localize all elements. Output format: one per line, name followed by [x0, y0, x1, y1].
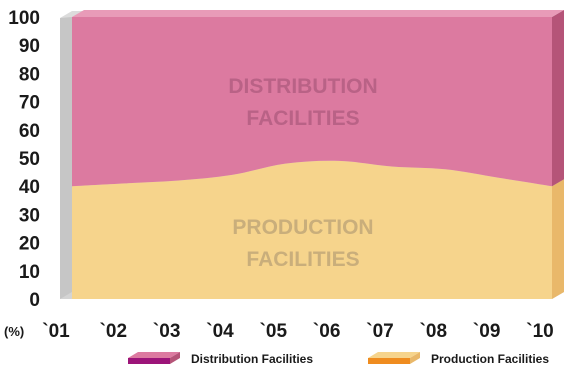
area-label-production-facilities: PRODUCTION [232, 216, 373, 239]
area-side-production-facilities [552, 179, 564, 299]
area-side-distribution-facilities [552, 10, 564, 187]
x-tick-label: `04 [206, 321, 234, 342]
y-tick-label: 10 [19, 262, 40, 283]
x-tick-label: `08 [420, 321, 447, 342]
legend-label-production-facilities: Production Facilities [431, 352, 549, 366]
y-tick-label: 100 [8, 8, 40, 29]
x-tick-label: `01 [42, 321, 70, 342]
legend-swatch-side-distribution-facilities [170, 352, 180, 364]
area-labels: PRODUCTION FACILITIES DISTRIBUTION FACILITI… [228, 75, 377, 271]
y-axis: 0 10 20 30 40 50 60 70 80 90 100 (%) [4, 8, 40, 339]
left-wall [60, 17, 72, 299]
y-tick-label: 0 [29, 290, 40, 311]
legend-swatch-side-production-facilities [410, 352, 420, 364]
x-tick-label: `10 [526, 321, 553, 342]
y-tick-label: 60 [19, 121, 40, 142]
y-tick-label: 30 [19, 205, 40, 226]
chart-areas [72, 10, 564, 299]
legend-label-distribution-facilities: Distribution Facilities [191, 352, 313, 366]
legend-swatch-top-distribution-facilities [128, 352, 180, 358]
x-tick-label: `07 [366, 321, 393, 342]
y-tick-label: 90 [19, 36, 40, 57]
x-tick-label: `03 [153, 321, 180, 342]
legend-swatch-distribution-facilities [128, 358, 170, 364]
y-unit-label: (%) [4, 324, 24, 339]
y-tick-label: 70 [19, 93, 40, 114]
x-axis: `01 `02 `03 `04 `05 `06 `07 `08 `09 `10 [42, 321, 553, 342]
legend-item-distribution-facilities: Distribution Facilities [128, 352, 313, 366]
area-production-facilities [72, 160, 552, 299]
area-top-distribution-facilities [72, 10, 564, 17]
y-tick-label: 80 [19, 64, 40, 85]
x-tick-label: `02 [100, 321, 127, 342]
legend: Distribution Facilities Production Facili… [128, 352, 549, 366]
x-tick-label: `09 [473, 321, 500, 342]
area-label-distribution-facilities: DISTRIBUTION [228, 75, 377, 98]
area-label-production-facilities: FACILITIES [246, 248, 359, 271]
legend-swatch-top-production-facilities [368, 352, 420, 358]
y-tick-label: 40 [19, 177, 40, 198]
y-tick-label: 50 [19, 149, 40, 170]
area-label-distribution-facilities: FACILITIES [246, 107, 359, 130]
area-distribution-facilities [72, 17, 552, 187]
x-tick-label: `06 [313, 321, 340, 342]
legend-swatch-production-facilities [368, 358, 410, 364]
y-tick-label: 20 [19, 234, 40, 255]
legend-item-production-facilities: Production Facilities [368, 352, 549, 366]
x-tick-label: `05 [260, 321, 288, 342]
